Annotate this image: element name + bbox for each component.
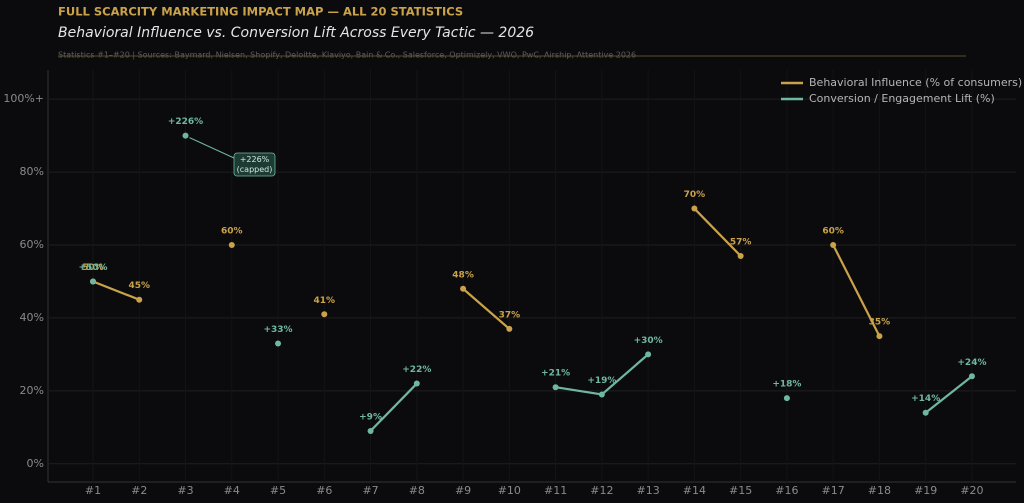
x-tick-label: #13 bbox=[637, 484, 660, 497]
data-label: +226% bbox=[168, 117, 203, 127]
data-point bbox=[922, 409, 929, 416]
data-label: +33% bbox=[263, 325, 292, 335]
data-label: +50% bbox=[78, 263, 107, 273]
data-point bbox=[737, 252, 744, 259]
data-point bbox=[968, 373, 975, 380]
x-tick-label: #4 bbox=[224, 484, 240, 497]
x-tick-label: #19 bbox=[914, 484, 937, 497]
annotation-arrow bbox=[189, 137, 235, 159]
x-tick-label: #20 bbox=[960, 484, 983, 497]
x-tick-label: #18 bbox=[868, 484, 891, 497]
data-point bbox=[598, 391, 605, 398]
data-label: 35% bbox=[869, 318, 891, 328]
data-label: +30% bbox=[634, 336, 663, 346]
x-tick-label: #11 bbox=[544, 484, 567, 497]
chart-subtitle: Behavioral Influence vs. Conversion Lift… bbox=[58, 25, 534, 41]
annotation-box bbox=[233, 152, 276, 177]
series-line bbox=[92, 207, 881, 337]
data-label: 60% bbox=[822, 227, 844, 237]
data-point bbox=[90, 278, 96, 285]
data-label: 45% bbox=[128, 281, 150, 291]
data-label: +19% bbox=[587, 376, 616, 386]
data-point bbox=[275, 340, 282, 347]
data-point bbox=[876, 333, 883, 340]
x-tick-label: #12 bbox=[590, 484, 613, 497]
data-label: +24% bbox=[957, 358, 986, 368]
y-tick-label: 20% bbox=[20, 384, 44, 397]
annotation-text: (capped) bbox=[237, 165, 273, 174]
y-tick-label: 60% bbox=[20, 238, 44, 251]
data-point bbox=[413, 380, 420, 387]
series-line bbox=[369, 353, 973, 432]
x-tick-label: #16 bbox=[775, 484, 798, 497]
data-label: +9% bbox=[359, 412, 382, 422]
data-point bbox=[830, 242, 837, 249]
x-tick-label: #9 bbox=[455, 484, 471, 497]
data-label: 60% bbox=[221, 227, 243, 237]
x-tick-label: #17 bbox=[822, 484, 845, 497]
y-tick-label: 0% bbox=[27, 457, 44, 470]
data-point bbox=[506, 325, 513, 332]
data-label: 48% bbox=[452, 270, 474, 280]
data-point bbox=[367, 427, 374, 434]
data-point bbox=[182, 132, 189, 139]
x-tick-label: #5 bbox=[270, 484, 286, 497]
y-tick-label: 40% bbox=[20, 311, 44, 324]
annotation-text: +226% bbox=[240, 155, 270, 164]
x-tick-label: #14 bbox=[683, 484, 706, 497]
y-tick-label: 80% bbox=[20, 165, 44, 178]
data-point bbox=[691, 205, 698, 212]
x-tick-label: #10 bbox=[498, 484, 521, 497]
x-tick-label: #15 bbox=[729, 484, 752, 497]
x-tick-label: #7 bbox=[362, 484, 378, 497]
y-tick-label: 100%+ bbox=[3, 92, 44, 105]
data-label: 50% bbox=[82, 263, 104, 273]
data-point bbox=[460, 285, 467, 292]
data-label: +21% bbox=[541, 369, 570, 379]
data-label: +14% bbox=[911, 394, 940, 404]
x-tick-label: #3 bbox=[177, 484, 193, 497]
data-label: 57% bbox=[730, 237, 752, 247]
data-label: +22% bbox=[402, 365, 431, 375]
data-label: 70% bbox=[684, 190, 706, 200]
data-point bbox=[228, 242, 235, 249]
legend-label: Behavioral Influence (% of consumers) bbox=[809, 76, 1022, 89]
data-label: 41% bbox=[314, 296, 336, 306]
data-point bbox=[645, 351, 652, 358]
chart-title: FULL SCARCITY MARKETING IMPACT MAP — ALL… bbox=[58, 5, 463, 19]
data-point bbox=[321, 311, 328, 318]
x-tick-label: #1 bbox=[85, 484, 101, 497]
data-label: +18% bbox=[772, 380, 801, 390]
x-tick-label: #2 bbox=[131, 484, 147, 497]
x-tick-label: #8 bbox=[409, 484, 425, 497]
x-tick-label: #6 bbox=[316, 484, 332, 497]
data-point bbox=[783, 395, 790, 402]
data-label: 37% bbox=[499, 310, 521, 320]
data-point bbox=[552, 384, 559, 391]
data-point bbox=[136, 296, 143, 303]
legend-label: Conversion / Engagement Lift (%) bbox=[809, 92, 995, 105]
source-note: Statistics #1–#20 | Sources: Baymard, Ni… bbox=[58, 51, 636, 60]
